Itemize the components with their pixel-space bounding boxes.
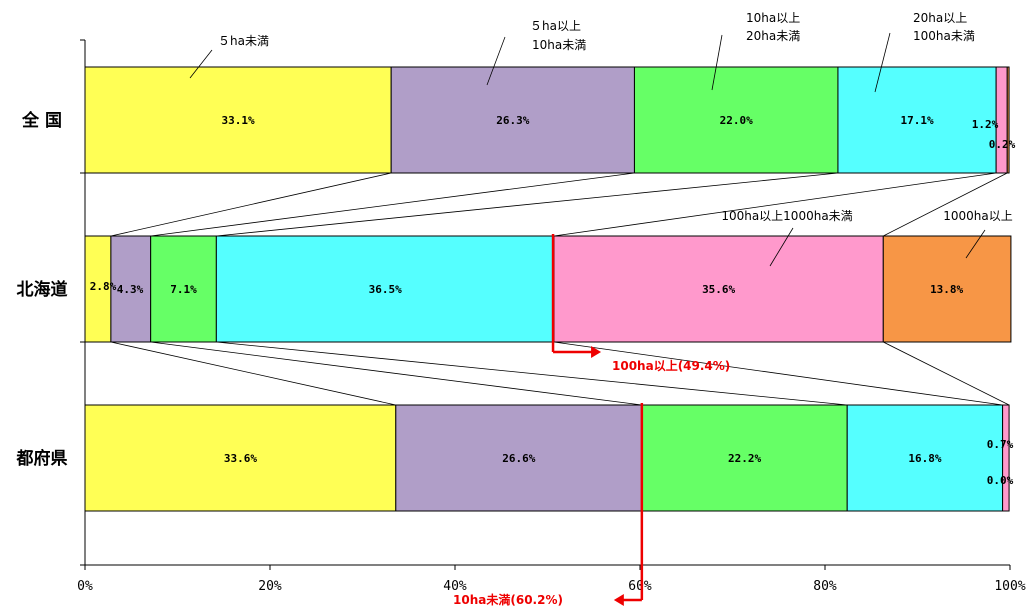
bar-segments — [84, 66, 1012, 512]
data-label: 22.2% — [728, 452, 761, 465]
x-tick-label: 20% — [258, 579, 282, 594]
x-tick-label: 0% — [77, 579, 93, 594]
x-tick-label: 80% — [813, 579, 837, 594]
data-label: 13.8% — [930, 283, 963, 296]
data-labels: 33.1% 26.3% 22.0% 17.1% 1.2% 0.2% 2.8% 4.3% 7.1%… — [90, 114, 1016, 487]
bar-segment — [84, 404, 397, 512]
connector-line — [150, 172, 635, 237]
x-tick-label: 100% — [994, 579, 1025, 594]
legend-leader-line — [769, 227, 794, 267]
data-label: 0.0% — [987, 474, 1014, 487]
bar-segment — [882, 235, 1012, 343]
data-label: 7.1% — [170, 283, 197, 296]
connector-line — [110, 172, 392, 237]
annotation-label: 100ha以上(49.4%) — [612, 358, 730, 373]
annotation-arrowhead — [591, 346, 602, 358]
legend-label: 10ha以上 — [746, 11, 800, 25]
legend-label: ５ha未満 — [218, 34, 269, 48]
data-label: 0.2% — [989, 138, 1016, 151]
legend-label: ５ha以上 — [530, 19, 581, 33]
connector-line — [150, 341, 642, 406]
bar-segment — [837, 66, 997, 174]
bar-segment — [1006, 66, 1010, 174]
annotations: 100ha以上(49.4%) 10ha未満(60.2%) — [453, 234, 730, 607]
connector-line — [553, 172, 997, 237]
bar-segment — [110, 235, 152, 343]
annotation-label: 10ha未満(60.2%) — [453, 592, 563, 607]
x-tick-label: 60% — [628, 579, 652, 594]
data-label: 2.8% — [90, 280, 117, 293]
data-label: 26.3% — [496, 114, 529, 127]
bar-segment — [846, 404, 1004, 512]
bar-segment — [1002, 404, 1010, 512]
legend-leader-line — [965, 229, 986, 259]
connector-line — [883, 341, 1010, 406]
data-label: 35.6% — [702, 283, 735, 296]
data-label: 33.6% — [224, 452, 257, 465]
bar-segment — [84, 66, 392, 174]
legend-label: 20ha未満 — [746, 29, 800, 43]
bar-segment — [641, 404, 848, 512]
legend-leader-line — [711, 34, 723, 91]
category-label: 都府県 — [16, 448, 68, 469]
category-label: 北海道 — [17, 279, 68, 300]
data-label: 26.6% — [502, 452, 535, 465]
data-label: 36.5% — [369, 283, 402, 296]
legend-label: 1000ha以上 — [943, 209, 1013, 223]
data-label: 1.2% — [972, 118, 999, 131]
bar-segment — [390, 66, 635, 174]
bar-segment — [215, 235, 555, 343]
data-label: 17.1% — [900, 114, 933, 127]
legend-label: 20ha以上 — [913, 11, 967, 25]
data-label: 33.1% — [222, 114, 255, 127]
legend-label: 10ha未満 — [532, 38, 586, 52]
legend-label: 100ha以上1000ha未満 — [721, 209, 852, 223]
connector-line — [553, 341, 1003, 406]
x-axis: 0% 20% 40% 60% 80% 100% — [77, 39, 1026, 594]
legend-label: 100ha未満 — [913, 29, 975, 43]
x-tick-label: 40% — [443, 579, 467, 594]
data-label: 0.7% — [987, 438, 1014, 451]
legend-leader-line — [189, 49, 213, 79]
legend-leader-line — [486, 36, 506, 86]
legend-leader-line — [874, 32, 891, 93]
data-label: 22.0% — [720, 114, 753, 127]
connector-line — [216, 172, 838, 237]
category-label: 全 国 — [21, 110, 62, 131]
bar-segment — [395, 404, 643, 512]
legend-callouts: ５ha未満 ５ha以上 10ha未満 10ha以上 20ha未満 20ha以上 100ha未… — [189, 11, 1013, 267]
data-label: 4.3% — [117, 283, 144, 296]
data-label: 16.8% — [908, 452, 941, 465]
connector-lines — [110, 172, 1010, 406]
connector-line — [883, 172, 1008, 237]
bar-segment — [553, 235, 884, 343]
connector-line — [216, 341, 848, 406]
connector-line — [110, 341, 396, 406]
bar-segment — [150, 235, 217, 343]
annotation-arrowhead — [613, 594, 624, 606]
bar-segment — [633, 66, 839, 174]
